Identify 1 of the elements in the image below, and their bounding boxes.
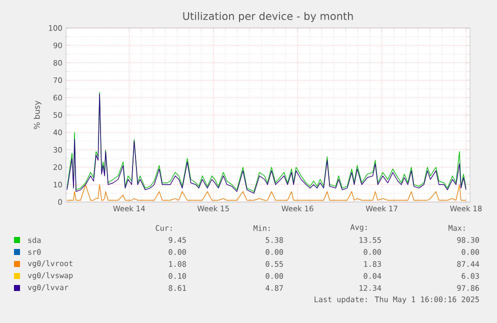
- chart-title: Utilization per device - by month: [183, 12, 353, 22]
